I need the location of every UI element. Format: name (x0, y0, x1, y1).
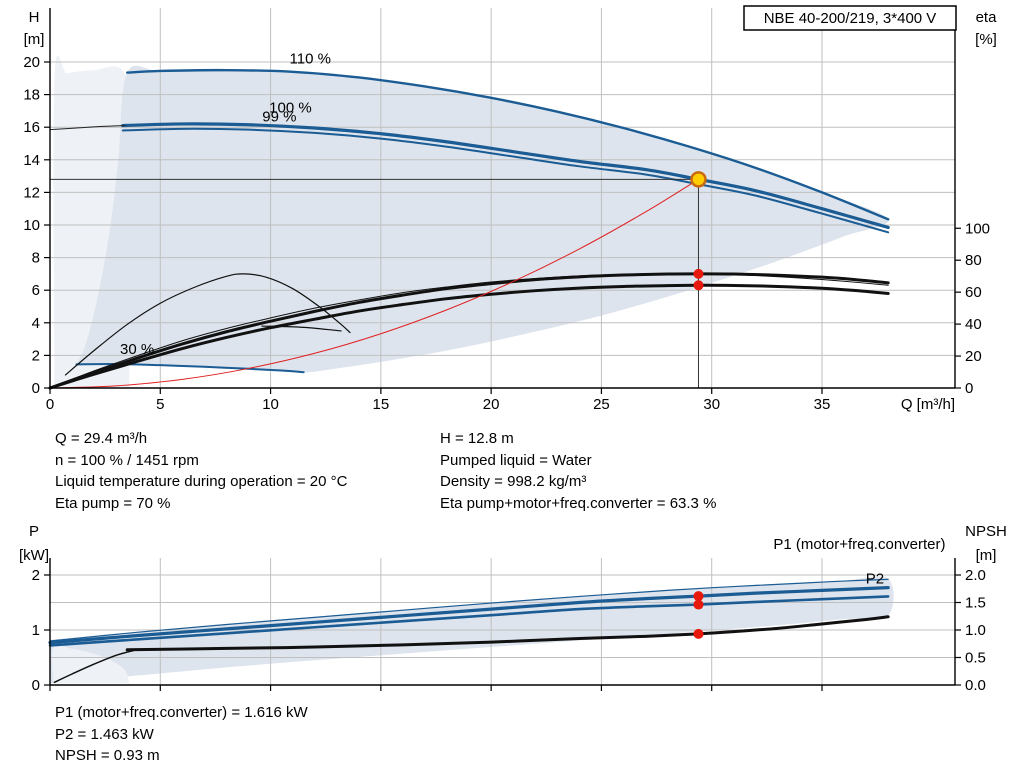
duty-markers (693, 591, 704, 639)
y-left-tick-label: 10 (23, 217, 40, 234)
x-tick-label: 20 (483, 396, 500, 413)
label-p2: P2 (866, 570, 884, 587)
p2-value-text: P2 = 1.463 kW (55, 725, 154, 743)
y-left-axis-title: [m] (24, 31, 45, 48)
curve-labels: 110 % 100 %99 % 30 % (120, 51, 331, 358)
x-tick-label: 5 (156, 396, 164, 413)
y-left-tick-label: 0 (32, 380, 40, 397)
y-right-tick-label: 100 (965, 220, 990, 237)
y-right-tick-label: 0.0 (965, 677, 986, 694)
h-curve-99 (121, 127, 890, 234)
eta-pump-point (693, 268, 704, 279)
operating-envelope (76, 65, 889, 373)
duty-point (690, 171, 707, 188)
y-right-axis-title: eta (976, 9, 998, 26)
y-right-tick-label: 0.5 (965, 650, 986, 667)
y-left-tick-label: 2 (32, 567, 40, 584)
y-right-axis-title: [%] (975, 31, 997, 48)
chart-bands (53, 55, 889, 388)
x-tick-label: 35 (814, 396, 831, 413)
p2-point (693, 599, 704, 610)
y-left-axis-title: [kW] (19, 547, 49, 564)
y-right-axis-title: [m] (976, 547, 997, 564)
npsh-curve (125, 615, 890, 652)
axes: 0 5 10 15 20 25 30 35 0 2 4 6 8 10 12 14 16 18 20 0 20 40 60 80… (23, 8, 997, 413)
eta-total-curve (48, 283, 890, 390)
label-30pct: 30 % (120, 341, 154, 358)
y-right-tick-label: 1.5 (965, 595, 986, 612)
y-left-tick-label: 2 (32, 347, 40, 364)
hq-chart: 0 5 10 15 20 25 30 35 0 2 4 6 8 10 12 14 16 18 20 0 20 40 60 80… (23, 5, 997, 413)
chart-series (48, 578, 890, 683)
pump-model-box (743, 5, 957, 31)
label-p1: P1 (motor+freq.converter) (773, 536, 945, 553)
label-110pct: 110 % (290, 51, 331, 68)
duty-markers (690, 171, 707, 291)
y-left-tick-label: 8 (32, 250, 40, 267)
y-left-tick-label: 6 (32, 282, 40, 299)
density-text: Density = 998.2 kg/m³ (440, 473, 587, 491)
x-tick-label: 10 (262, 396, 279, 413)
y-left-tick-label: 14 (23, 152, 40, 169)
x-tick-label: 30 (703, 396, 720, 413)
head-value-text: H = 12.8 m (440, 430, 514, 447)
y-right-tick-label: 1.0 (965, 622, 986, 639)
axes: 0 1 2 0.0 0.5 1.0 1.5 2.0 P [kW] NPSH [m] (19, 523, 1007, 694)
duty-info-left-column: Q = 29.4 m³/h n = 100 % / 1451 rpm Liqui… (55, 428, 347, 515)
h-curve-lowflow (49, 125, 126, 131)
eta-pump-text: Eta pump = 70 % (55, 495, 171, 513)
gridlines (50, 8, 955, 388)
eta-arc-reduced (64, 273, 351, 376)
p1-curve (48, 586, 890, 645)
chart-series (48, 68, 890, 390)
p1-value-text: P1 (motor+freq.converter) = 1.616 kW (55, 704, 308, 721)
y-left-tick-label: 4 (32, 315, 40, 332)
eta-total-text: Eta pump+motor+freq.converter = 63.3 % (440, 495, 717, 513)
y-left-axis-title: P (29, 523, 39, 540)
x-tick-label: 15 (373, 396, 390, 413)
x-tick-label: 0 (46, 396, 54, 413)
curve-labels: P1 (motor+freq.converter) P2 (773, 536, 945, 587)
h-curve-100 (121, 122, 890, 230)
pumped-liquid-text: Pumped liquid = Water (440, 451, 592, 469)
y-left-tick-label: 20 (23, 54, 40, 71)
y-right-tick-label: 80 (965, 252, 982, 269)
y-left-tick-label: 0 (32, 677, 40, 694)
y-left-tick-label: 1 (32, 622, 40, 639)
y-right-tick-label: 60 (965, 284, 982, 301)
p-curve-110 (49, 578, 889, 642)
y-right-axis-title: NPSH (965, 523, 1007, 540)
npsh-point (693, 628, 704, 639)
y-right-tick-label: 40 (965, 316, 982, 333)
label-99pct: 99 % (262, 108, 296, 125)
x-axis-title: Q [m³/h] (901, 396, 955, 413)
label-100pct: 100 % (269, 100, 312, 117)
flow-value-text: Q = 29.4 m³/h (55, 430, 148, 447)
h-curve-110 (126, 68, 890, 221)
npsh-start (53, 649, 135, 683)
y-left-tick-label: 12 (23, 184, 40, 201)
pump-model-label: NBE 40-200/219, 3*400 V (764, 10, 937, 27)
p2-curve (48, 595, 890, 647)
npsh-value-text: NPSH = 0.93 m (55, 747, 160, 765)
y-left-axis-title: H (29, 9, 40, 26)
power-npsh-chart: 0 1 2 0.0 0.5 1.0 1.5 2.0 P [kW] NPSH [m] P1 (motor+… (19, 523, 1007, 694)
y-left-tick-label: 18 (23, 87, 40, 104)
eta-total-point (693, 280, 704, 291)
y-right-tick-label: 2.0 (965, 567, 986, 584)
eta-thin-curve (49, 273, 889, 389)
y-right-tick-label: 0 (965, 380, 973, 397)
eta-pump-curve (48, 272, 890, 390)
p1-point (693, 591, 704, 602)
x-tick-label: 25 (593, 396, 610, 413)
liquid-temp-text: Liquid temperature during operation = 20… (55, 473, 348, 491)
y-left-tick-label: 16 (23, 119, 40, 136)
speed-value-text: n = 100 % / 1451 rpm (55, 451, 199, 469)
y-right-tick-label: 20 (965, 348, 982, 365)
system-curve (49, 178, 699, 389)
power-info-block: P1 (motor+freq.converter) = 1.616 kW P2 … (55, 702, 308, 767)
duty-info-right-column: H = 12.8 m Pumped liquid = Water Density… (440, 428, 716, 515)
